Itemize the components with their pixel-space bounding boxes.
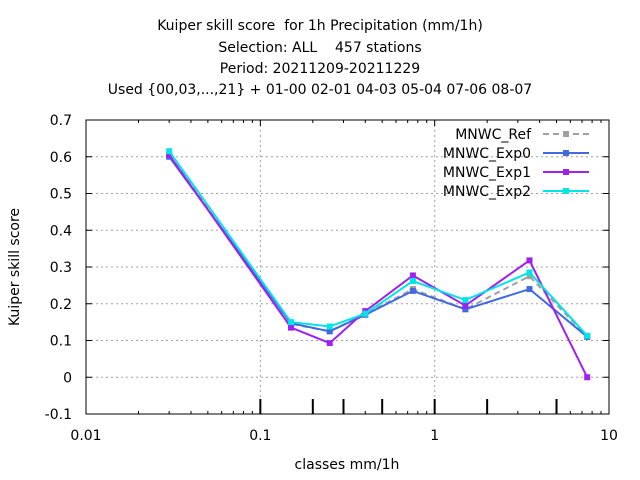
y-tick-label: 0.5 [50,187,72,203]
axes: -0.1 0 0.1 0.2 0.3 0.4 0.5 0.6 0.7 0.01 0.1 1 10 [45,113,618,444]
chart-title-line-4: Used {00,03,...,21} + 01-00 02-01 04-03 … [107,82,533,98]
data-point-mnwc-exp2 [362,310,369,317]
y-tick-label: 0.1 [50,334,72,350]
chart-title-line-3: Period: 20211209-20211229 [219,61,421,77]
chart-title-line-2: Selection: ALL 457 stations [218,40,422,56]
y-tick-label: 0.7 [50,113,72,129]
data-point-mnwc-exp1 [526,257,533,264]
x-tick-label: 10 [600,428,618,444]
y-tick-label: 0.6 [50,150,72,166]
data-point-mnwc-exp0 [326,328,333,335]
series-line-mnwc-exp2 [168,150,588,337]
legend: MNWC_Ref MNWC_Exp0 MNWC_Exp1 MNWC_Exp2 [443,127,589,200]
y-tick-label: 0.3 [50,260,72,276]
legend-marker-mnwc-exp0 [563,150,569,156]
data-point-mnwc-exp1 [288,324,295,331]
data-point-mnwc-exp1 [584,374,591,381]
data-point-mnwc-exp2 [462,297,469,304]
y-tick-label: 0.4 [50,223,72,239]
chart-title-line-1: Kuiper skill score for 1h Precipitation … [157,18,483,34]
data-point-mnwc-exp1 [462,302,469,309]
data-point-mnwc-exp2 [326,323,333,330]
data-point-mnwc-exp2 [584,332,591,339]
legend-marker-mnwc-exp2 [563,188,569,194]
y-tick-label: -0.1 [45,407,72,423]
data-point-mnwc-exp2 [526,269,533,276]
legend-label-mnwc-exp1: MNWC_Exp1 [443,165,531,181]
x-tick-label: 1 [430,428,439,444]
series-line-mnwc-exp0 [168,156,588,338]
data-point-mnwc-exp2 [166,148,173,155]
data-point-mnwc-exp1 [166,151,173,158]
legend-marker-mnwc-ref [563,131,569,137]
legend-label-mnwc-exp2: MNWC_Exp2 [443,184,531,200]
data-point-mnwc-exp2 [409,277,416,284]
legend-marker-mnwc-exp1 [563,169,569,175]
x-tick-label: 0.1 [249,428,271,444]
y-axis-label: Kuiper skill score [7,208,23,326]
series-line-mnwc-ref [168,154,588,338]
data-point-mnwc-exp1 [409,272,416,279]
legend-label-mnwc-ref: MNWC_Ref [455,127,532,143]
series-lines [166,148,591,381]
legend-label-mnwc-exp0: MNWC_Exp0 [443,146,531,162]
data-point-mnwc-exp0 [462,306,469,313]
data-point-mnwc-exp2 [288,319,295,326]
class-markers [259,399,558,414]
y-tick-label: 0 [63,370,72,386]
x-axis-label: classes mm/1h [295,457,400,473]
series-line-mnwc-exp1 [168,154,589,378]
x-tick-label: 0.01 [70,428,101,444]
data-point-mnwc-exp0 [409,287,416,294]
data-point-mnwc-exp1 [326,340,333,347]
data-point-mnwc-ref [526,273,533,280]
data-point-mnwc-exp0 [526,286,533,293]
y-tick-label: 0.2 [50,297,72,313]
